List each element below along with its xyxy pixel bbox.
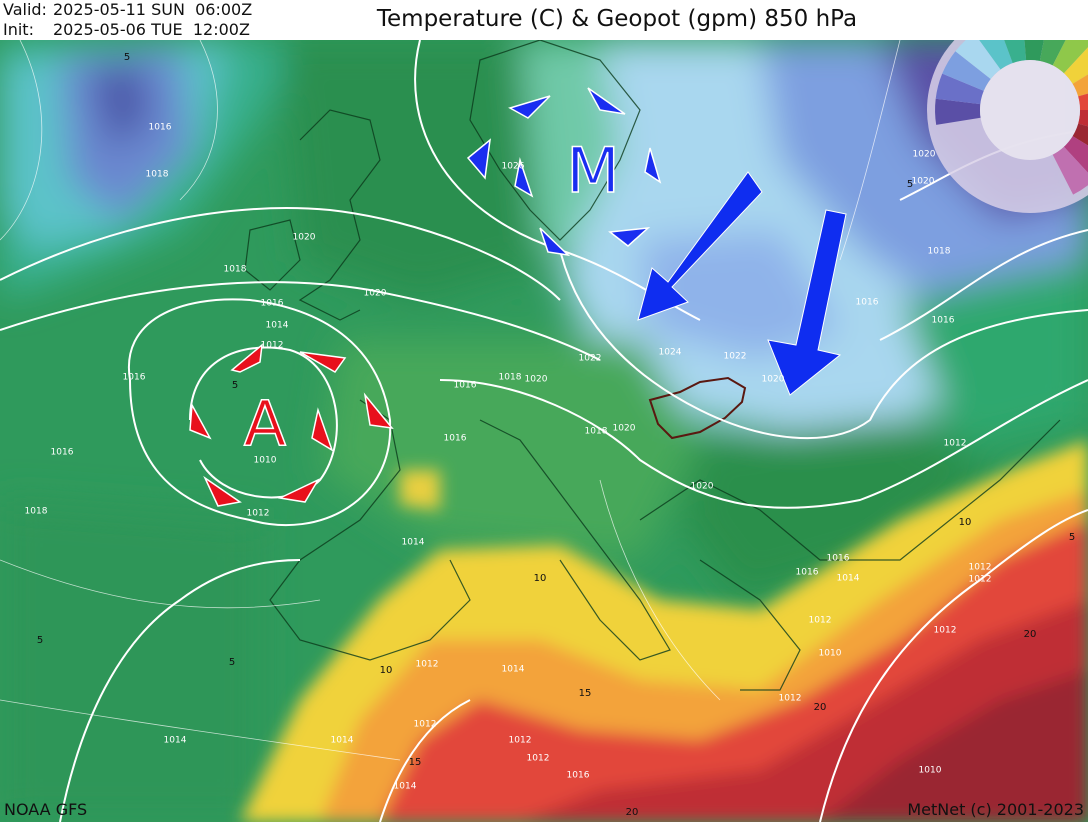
isotherm-label: 15 [409,757,422,768]
wheel-wedge [1072,74,1088,97]
isobar-label: 1016 [796,568,819,578]
isobar-label: 1016 [444,434,467,444]
isobar-label: 1020 [613,424,636,434]
wheel-wedge [1063,47,1088,84]
wheel-wedge [955,40,1001,79]
wheel-wedge [979,40,1013,70]
isobar-label: 1020 [525,375,548,385]
isobar-label: 1016 [856,298,879,308]
isotherm-label: 5 [1069,532,1075,543]
trend-arrow [767,209,847,396]
valid-label: Valid: [3,0,47,19]
isobar-label: 1018 [499,373,522,383]
isobar-label: 1010 [254,456,277,466]
source: NOAA GFS [4,800,87,819]
wheel-wedge [1052,40,1088,74]
wheel-wedge [942,51,991,91]
wheel-wedge [1072,123,1088,146]
wheel-wedge [1078,93,1088,110]
isobar-label: 1012 [416,660,439,670]
isobar-label: 1012 [527,754,550,764]
hungary-outline [648,376,747,440]
map-field: A M 101610181020101810161014101210161010… [0,40,1088,822]
isobar-label: 1014 [331,736,354,746]
isotherm-label: 20 [1024,629,1037,640]
isobar-label: 1012 [944,439,967,449]
isobar-label: 1014 [837,574,860,584]
isotherm-label: 10 [380,665,393,676]
isobar-label: 1018 [224,265,247,275]
isobar-label: 1014 [394,782,417,792]
map-title: Temperature (C) & Geopot (gpm) 850 hPa [376,6,857,32]
isobar-label: 1018 [928,247,951,257]
isobar-label: 1018 [146,170,169,180]
isobar-label: 1012 [809,616,832,626]
isobar-label: 1020 [762,375,785,385]
isobar-label: 1012 [969,575,992,585]
isobar-label: 1010 [819,649,842,659]
isobar-label: 1026 [502,162,525,172]
header-bar [0,0,1088,40]
isobar-label: 1010 [919,766,942,776]
isobar-label: 1016 [261,299,284,309]
wheel-wedge [1063,136,1088,173]
isobar-label: 1014 [266,321,289,331]
init-time: 2025-05-06 TUE 12:00Z [53,20,250,39]
isobar-label: 1016 [567,771,590,781]
isobar-label: 1016 [51,448,74,458]
credit: MetNet (c) 2001-2023 [907,800,1084,819]
isobar-label: 1020 [913,150,936,160]
wheel-wedge [1039,40,1066,66]
legend-wheel [927,40,1088,213]
isotherm-label: 5 [907,179,913,190]
isobar-label: 1012 [509,736,532,746]
isotherm-label: 10 [959,517,972,528]
isobar-label: 1016 [827,554,850,564]
isobar-label: 1012 [414,720,437,730]
isobar-label: 1022 [724,352,747,362]
isotherm-label: 20 [626,807,639,818]
isobar-label: 1016 [932,316,955,326]
isotherm-label: 5 [124,52,130,63]
isobar-label: 1020 [691,482,714,492]
isotherm-label: 20 [814,702,827,713]
isobar-label: 1012 [247,509,270,519]
wheel-wedge [935,98,981,125]
wheel-wedge [1052,146,1088,195]
isobar-label: 1018 [585,427,608,437]
isobar-label: 1012 [934,626,957,636]
wheel-wedge [935,73,984,105]
isobar-label: 1018 [25,507,48,517]
pressure-center: M [566,134,620,207]
isobar-label: 1016 [149,123,172,133]
wheel-center [980,60,1080,160]
isobar-label: 1014 [164,736,187,746]
isotherm-label: 5 [229,657,235,668]
isobar-label: 1020 [364,289,387,299]
wheel-wedge [1078,110,1088,127]
isotherm-label: 15 [579,688,592,699]
isobar-label: 1014 [502,665,525,675]
wheel-wedge [1004,40,1027,64]
isobar-label: 1024 [659,348,682,358]
isobar-label: 1016 [123,373,146,383]
isotherm-label: 10 [534,573,547,584]
isobar-label: 1020 [912,177,935,187]
trend-arrow [637,171,763,321]
isotherm-label: 5 [232,380,238,391]
isobar-label: 1014 [402,538,425,548]
isobar-label: 1020 [293,233,316,243]
isotherm-label: 5 [37,635,43,646]
isobar-label: 1012 [779,694,802,704]
init-label: Init: [3,20,34,39]
isobar-label: 1012 [261,341,284,351]
isobar-label: 1022 [579,354,602,364]
wheel-wedge [1024,40,1044,61]
isobar-label: 1016 [454,381,477,391]
valid-time: 2025-05-11 SUN 06:00Z [53,0,252,19]
isobar-label: 1012 [969,563,992,573]
pressure-center: A [244,387,286,460]
